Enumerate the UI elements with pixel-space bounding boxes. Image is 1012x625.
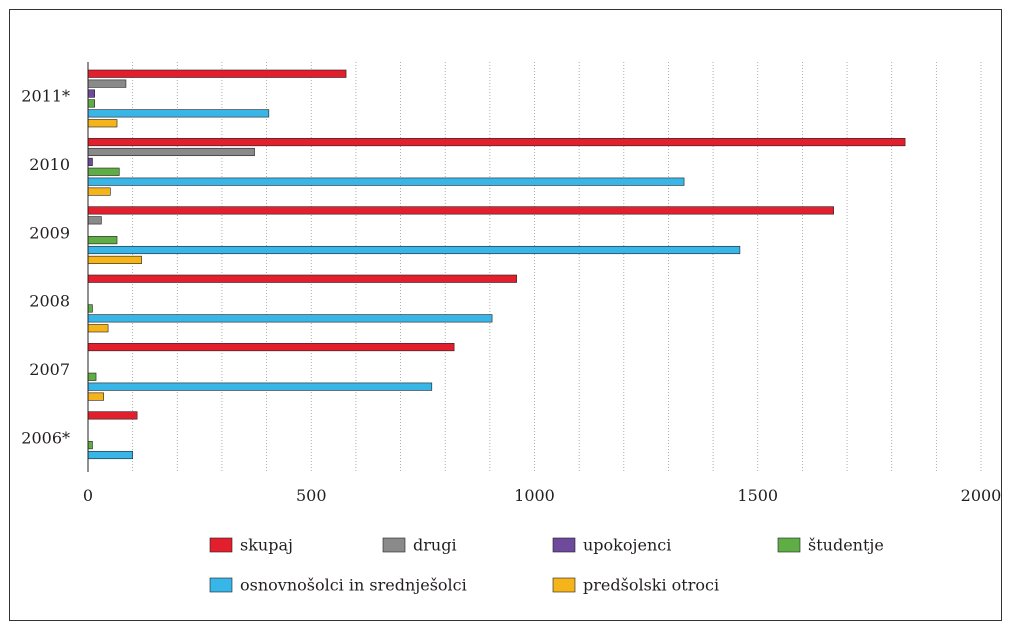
bar (87, 138, 906, 147)
bar (87, 157, 93, 166)
bar (87, 314, 493, 323)
x-axis-ticks: 0 500 1000 1500 2000 (83, 486, 1001, 505)
bar (87, 441, 93, 450)
bar-chart: 0 500 1000 1500 2000 2006*200720082009201020… (21, 62, 1001, 595)
bar (87, 109, 270, 118)
legend-label: predšolski otroci (583, 576, 719, 595)
legend-swatch (552, 537, 576, 553)
bar (87, 343, 455, 352)
legend-swatch (552, 577, 576, 593)
x-tick-label: 0 (83, 486, 93, 505)
bar (87, 206, 834, 215)
bar (87, 392, 104, 401)
legend-swatch (209, 577, 233, 593)
y-category-label: 2008 (29, 292, 70, 311)
bar (87, 304, 93, 313)
bar (87, 372, 97, 381)
bar (87, 245, 741, 255)
bar (87, 274, 517, 283)
bar (87, 147, 255, 157)
bar (87, 411, 138, 420)
legend-label: študentje (808, 536, 884, 555)
legend-swatch (209, 537, 233, 553)
bar (87, 89, 95, 98)
x-tick-label: 1500 (737, 486, 778, 505)
bar (87, 99, 95, 108)
legend: skupaj drugi upokojenci študentje osnovnošol… (209, 536, 884, 595)
bar (87, 187, 111, 196)
grid-lines (132, 62, 982, 472)
legend-swatch (777, 537, 801, 553)
bar (87, 382, 433, 391)
y-category-label: 2009 (29, 223, 70, 242)
legend-label: osnovnošolci in srednješolci (240, 576, 467, 595)
bar (87, 167, 120, 176)
bars (87, 69, 906, 460)
legend-label: upokojenci (583, 536, 671, 555)
bar (87, 177, 685, 186)
y-category-label: 2010 (29, 155, 70, 174)
x-tick-label: 1000 (514, 486, 555, 505)
chart-frame: 0 500 1000 1500 2000 2006* 2007 2008 2009 2010 20… (9, 9, 1002, 621)
bar (87, 255, 142, 264)
y-axis-categories: 2006* 2007 2008 2009 2010 2011* (21, 87, 70, 448)
x-tick-label: 2000 (961, 486, 1001, 505)
legend-label: skupaj (240, 536, 293, 555)
bar (87, 236, 118, 245)
bar (87, 79, 127, 88)
legend-swatch (382, 537, 406, 553)
y-category-label: 2011* (21, 87, 70, 106)
legend-label: drugi (413, 536, 457, 555)
y-category-label: 2007 (29, 360, 70, 379)
bar (87, 216, 102, 225)
bar (87, 450, 133, 460)
bar (87, 69, 347, 78)
bar (87, 324, 109, 333)
bar (87, 119, 118, 128)
x-tick-label: 500 (296, 486, 327, 505)
y-category-label: 2006* (21, 428, 70, 447)
